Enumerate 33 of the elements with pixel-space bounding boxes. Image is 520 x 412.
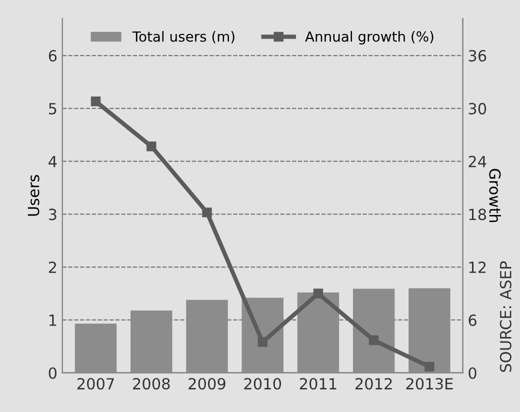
- y2-tick-label: 12: [469, 262, 486, 273]
- legend-label: Total users (m): [132, 31, 234, 44]
- y-axis-title: Users: [28, 175, 40, 216]
- x-tick-label: 2007: [77, 378, 114, 390]
- x-tick-label: 2011: [300, 378, 336, 390]
- point: [146, 141, 156, 152]
- x-tick-label: 2010: [244, 378, 282, 390]
- y2-tick-label: 6: [468, 314, 476, 326]
- source-note: SOURCE: ASEP: [500, 261, 512, 372]
- y-tick-label: 0: [48, 367, 57, 379]
- x-tick-label: 2009: [188, 378, 226, 390]
- x-tick-label: 2013E: [406, 378, 453, 390]
- y-tick-label: 5: [49, 103, 56, 114]
- x-tick-label: 2008: [133, 378, 170, 390]
- x-tick-label: 2012: [356, 378, 392, 390]
- y-tick-label: 4: [48, 156, 57, 168]
- y2-tick-label: 30: [468, 102, 486, 114]
- y-tick-label: 2: [48, 262, 56, 273]
- y2-tick-label: 24: [468, 156, 486, 168]
- legend-label: Annual growth (%): [305, 31, 434, 44]
- point: [368, 335, 379, 346]
- point: [90, 96, 101, 106]
- y2-axis-title: Growth: [489, 168, 501, 222]
- point: [424, 362, 434, 372]
- y2-tick-label: 36: [468, 50, 486, 62]
- y-tick-label: 1: [49, 314, 56, 326]
- y-tick-label: 3: [48, 208, 56, 220]
- point: [313, 288, 324, 298]
- point: [202, 208, 212, 218]
- y2-tick-label: 18: [469, 208, 486, 220]
- y-tick-label: 6: [48, 50, 57, 62]
- point: [258, 337, 268, 347]
- y2-tick-label: 0: [468, 367, 476, 379]
